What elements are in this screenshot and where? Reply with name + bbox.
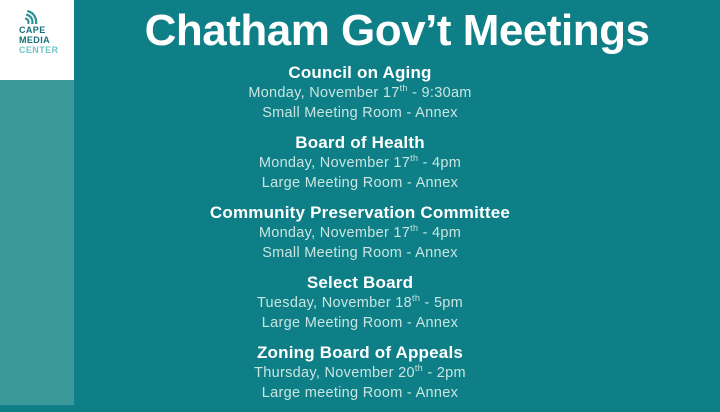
meeting-time-text: - 4pm bbox=[418, 155, 462, 171]
meeting-entry-board-of-health: Board of Health Monday, November 17th - … bbox=[0, 132, 720, 193]
meeting-name: Council on Aging bbox=[288, 63, 432, 82]
meeting-datetime: Monday, November 17th - 9:30am bbox=[0, 83, 720, 103]
meeting-date-text: Monday, November 17 bbox=[258, 155, 411, 171]
meeting-date-text: Thursday, November 20 bbox=[254, 365, 415, 381]
meeting-name: Select Board bbox=[306, 273, 414, 292]
meeting-entry-community-preservation-committee: Community Preservation Committee Monday,… bbox=[0, 202, 720, 263]
meeting-datetime: Tuesday, November 18th - 5pm bbox=[0, 293, 720, 313]
meeting-date-text: Monday, November 17 bbox=[258, 225, 411, 241]
page-title: Chatham Gov’t Meetings bbox=[144, 6, 650, 55]
meeting-date-ordinal: th bbox=[399, 83, 408, 94]
header: Chatham Gov’t Meetings bbox=[74, 0, 720, 56]
meetings-list: Council on Aging Monday, November 17th -… bbox=[0, 62, 720, 412]
logo-text-center: CENTER bbox=[19, 45, 59, 55]
broadcast-signal-icon bbox=[24, 10, 38, 24]
meeting-entry-council-on-aging: Council on Aging Monday, November 17th -… bbox=[0, 62, 720, 123]
meeting-name: Board of Health bbox=[295, 133, 425, 152]
meeting-date-ordinal: th bbox=[414, 363, 423, 374]
meeting-entry-zoning-board-of-appeals: Zoning Board of Appeals Thursday, Novemb… bbox=[0, 342, 720, 403]
meeting-date-text: Tuesday, November 18 bbox=[256, 295, 413, 311]
meeting-datetime: Monday, November 17th - 4pm bbox=[0, 223, 720, 243]
meeting-time-text: - 5pm bbox=[420, 295, 464, 311]
meeting-datetime: Monday, November 17th - 4pm bbox=[0, 153, 720, 173]
meeting-datetime: Thursday, November 20th - 2pm bbox=[0, 363, 720, 383]
meeting-location: Large Meeting Room - Annex bbox=[261, 315, 459, 331]
logo-text-cape: CAPE bbox=[19, 25, 46, 35]
logo-text-media: MEDIA bbox=[19, 35, 50, 45]
meeting-location: Small Meeting Room - Annex bbox=[262, 105, 458, 121]
cape-media-center-logo: CAPE MEDIA CENTER bbox=[0, 0, 74, 80]
meeting-date-ordinal: th bbox=[410, 153, 419, 164]
meeting-entry-select-board: Select Board Tuesday, November 18th - 5p… bbox=[0, 272, 720, 333]
meeting-name: Zoning Board of Appeals bbox=[256, 343, 464, 362]
meeting-date-text: Monday, November 17 bbox=[248, 85, 400, 101]
meeting-time-text: - 4pm bbox=[418, 225, 462, 241]
meeting-date-ordinal: th bbox=[412, 293, 421, 304]
meeting-name: Community Preservation Committee bbox=[209, 203, 511, 222]
meeting-date-ordinal: th bbox=[410, 223, 419, 234]
meeting-time-text: - 9:30am bbox=[407, 85, 472, 101]
meeting-location: Large meeting Room - Annex bbox=[261, 385, 459, 401]
meeting-location: Small Meeting Room - Annex bbox=[262, 245, 458, 261]
meeting-location: Large Meeting Room - Annex bbox=[261, 175, 459, 191]
meeting-time-text: - 2pm bbox=[422, 365, 466, 381]
